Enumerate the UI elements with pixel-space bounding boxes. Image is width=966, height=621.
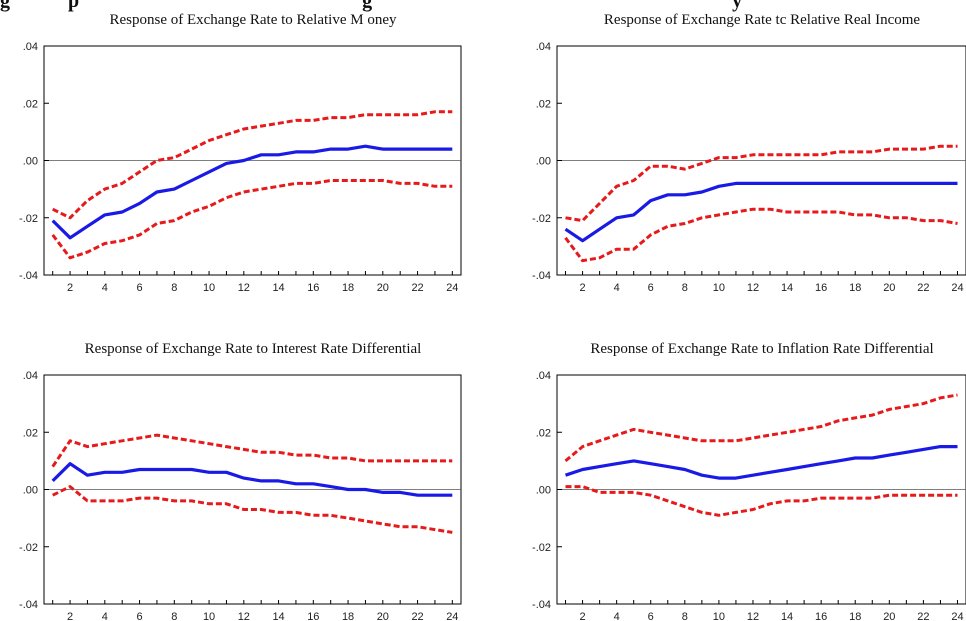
x-tick-label: 2 [67, 611, 73, 621]
x-tick-label: 8 [171, 611, 177, 621]
x-tick-label: 2 [67, 282, 73, 294]
x-tick-label: 24 [446, 611, 458, 621]
y-tick-label: .04 [536, 41, 551, 53]
x-tick-label: 14 [781, 282, 793, 294]
x-tick-label: 24 [951, 611, 963, 621]
series-upper-line [564, 393, 958, 463]
x-tick-label: 14 [781, 611, 793, 621]
x-tick-label: 10 [713, 282, 725, 294]
x-tick-label: 8 [171, 282, 177, 294]
y-tick-label: .02 [23, 427, 38, 439]
x-tick-label: 16 [815, 282, 827, 294]
series-upper-line [52, 110, 453, 220]
y-tick-label: .02 [23, 98, 38, 110]
x-tick-label: 8 [682, 282, 688, 294]
chart-panel-2: Response of Exchange Rate tc Relative Re… [532, 12, 966, 294]
y-tick-label: .00 [23, 156, 38, 168]
x-tick-label: 4 [102, 282, 108, 294]
chart-panel-4: Response of Exchange Rate to Inflation R… [532, 341, 966, 621]
series-response-line [564, 445, 958, 480]
x-tick-label: 4 [102, 611, 108, 621]
y-tick-label: -.04 [532, 599, 551, 611]
x-tick-label: 12 [238, 282, 250, 294]
x-tick-label: 14 [272, 282, 284, 294]
x-tick-label: 10 [713, 611, 725, 621]
y-tick-label: -.04 [19, 599, 38, 611]
x-tick-label: 20 [883, 282, 895, 294]
x-tick-label: 12 [747, 282, 759, 294]
x-tick-label: 2 [580, 282, 586, 294]
x-tick-label: 20 [883, 611, 895, 621]
x-tick-label: 16 [815, 611, 827, 621]
y-tick-label: .02 [536, 98, 551, 110]
caption-fragment-mid1: p [68, 0, 80, 12]
x-tick-label: 12 [747, 611, 759, 621]
series-lower-line [52, 485, 453, 534]
x-tick-label: 10 [203, 282, 215, 294]
x-tick-label: 18 [342, 282, 354, 294]
y-tick-label: -.02 [19, 542, 38, 554]
series-upper-line [51, 433, 453, 468]
y-tick-label: .04 [536, 370, 551, 382]
series-response-line [51, 462, 453, 497]
series-lower-line [565, 485, 958, 517]
x-tick-label: 16 [307, 282, 319, 294]
y-tick-label: .00 [536, 156, 551, 168]
chart-title: Response of Exchange Rate to Interest Ra… [85, 341, 422, 357]
y-tick-label: .00 [536, 485, 551, 497]
x-tick-label: 8 [682, 611, 688, 621]
chart-title: Response of Exchange Rate to Relative M … [109, 12, 397, 28]
y-tick-label: -.02 [532, 542, 551, 554]
y-tick-label: .04 [23, 41, 38, 53]
caption-fragment-mid2: g [362, 0, 373, 12]
x-tick-label: 4 [614, 282, 620, 294]
x-tick-label: 18 [342, 611, 354, 621]
x-tick-label: 2 [580, 611, 586, 621]
x-tick-label: 24 [951, 282, 963, 294]
chart-title: Response of Exchange Rate to Inflation R… [590, 341, 933, 357]
series-upper-line [565, 144, 958, 223]
y-tick-label: -.02 [532, 213, 551, 225]
x-tick-label: 22 [917, 611, 929, 621]
x-tick-label: 6 [648, 611, 654, 621]
x-tick-label: 24 [446, 282, 458, 294]
x-tick-label: 6 [137, 611, 143, 621]
x-tick-label: 14 [272, 611, 284, 621]
x-tick-label: 18 [849, 282, 861, 294]
x-tick-label: 20 [377, 282, 389, 294]
x-tick-label: 16 [307, 611, 319, 621]
y-tick-label: -.04 [532, 270, 551, 282]
y-tick-label: .02 [536, 427, 551, 439]
series-response-line [51, 144, 453, 240]
y-tick-label: .04 [23, 370, 38, 382]
x-tick-label: 10 [203, 611, 215, 621]
series-lower-line [51, 179, 453, 260]
chart-panel-1: Response of Exchange Rate to Relative M … [19, 12, 462, 294]
caption-fragment-right: y [732, 0, 743, 12]
x-tick-label: 22 [411, 611, 423, 621]
x-tick-label: 18 [849, 611, 861, 621]
y-tick-label: -.04 [19, 270, 38, 282]
x-tick-label: 6 [648, 282, 654, 294]
y-tick-label: -.02 [19, 213, 38, 225]
y-tick-label: .00 [23, 485, 38, 497]
series-response-line [564, 181, 958, 243]
x-tick-label: 12 [238, 611, 250, 621]
x-tick-label: 20 [377, 611, 389, 621]
chart-title: Response of Exchange Rate tc Relative Re… [604, 12, 920, 28]
x-tick-label: 4 [614, 611, 620, 621]
x-tick-label: 22 [411, 282, 423, 294]
x-tick-label: 6 [137, 282, 143, 294]
caption-fragment-left: g [0, 0, 10, 12]
chart-panel-3: Response of Exchange Rate to Interest Ra… [19, 341, 462, 621]
x-tick-label: 22 [917, 282, 929, 294]
series-lower-line [564, 207, 958, 263]
